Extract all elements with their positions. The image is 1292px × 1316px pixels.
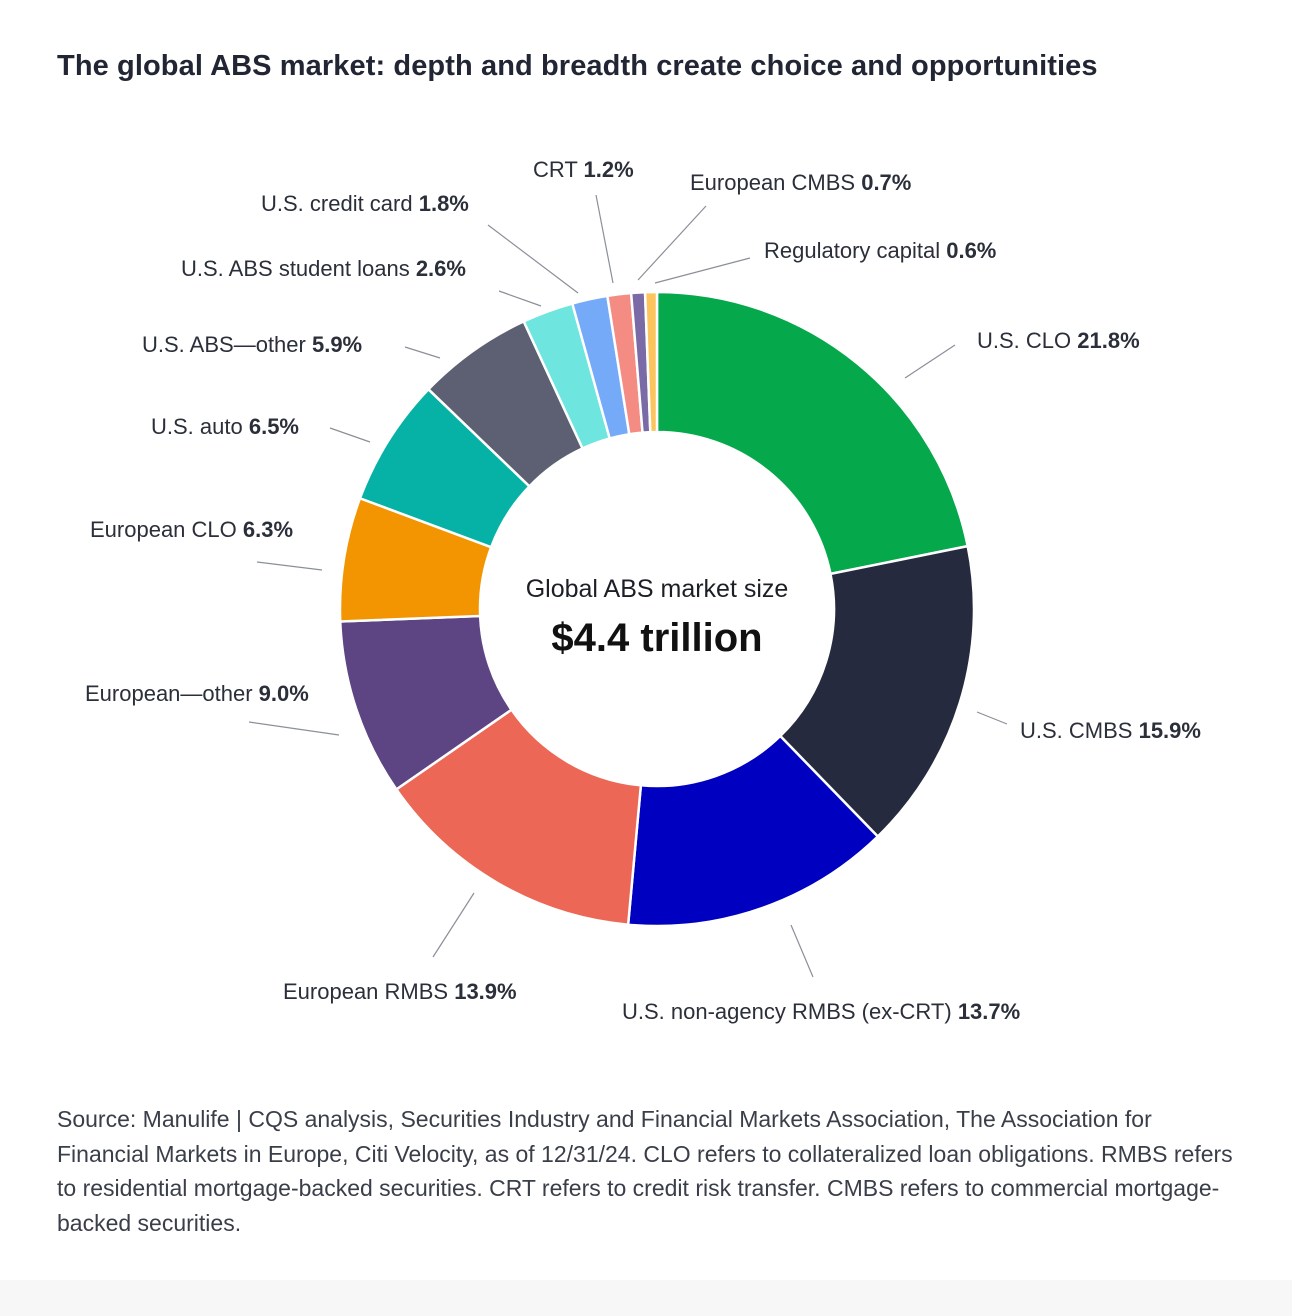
center-subtitle: Global ABS market size	[526, 575, 789, 603]
label-percent: 2.6%	[416, 256, 466, 281]
leader-line-european-other	[248, 721, 340, 736]
label-name: U.S. credit card	[261, 191, 419, 216]
label-name: European CLO	[90, 517, 243, 542]
leader-line-regulatory-capital	[654, 257, 751, 284]
label-regulatory-capital: Regulatory capital 0.6%	[764, 238, 996, 263]
label-name: Regulatory capital	[764, 238, 946, 263]
slice-regulatory-capital	[643, 290, 659, 434]
leader-line-u-s-non-agency-rmbs-ex-crt	[790, 924, 814, 978]
slice-u-s-clo	[655, 290, 970, 576]
label-european-rmbs: European RMBS 13.9%	[283, 979, 517, 1004]
label-name: U.S. non-agency RMBS (ex-CRT)	[622, 999, 958, 1024]
leader-line-u-s-cmbs	[976, 711, 1008, 725]
label-percent: 1.2%	[584, 157, 634, 182]
leader-line-u-s-auto	[329, 427, 371, 443]
slice-labels: U.S. CLO 21.8% U.S. CMBS 15.9% U.S. non-ag…	[85, 157, 1201, 1024]
label-european-cmbs: European CMBS 0.7%	[690, 170, 911, 195]
label-percent: 0.6%	[946, 238, 996, 263]
leader-lines	[248, 194, 1008, 978]
label-percent: 6.5%	[249, 414, 299, 439]
leader-line-crt	[595, 194, 614, 284]
label-u-s-abs-student-loans: U.S. ABS student loans 2.6%	[181, 256, 466, 281]
leader-line-european-rmbs	[432, 892, 475, 958]
label-percent: 13.9%	[454, 979, 516, 1004]
label-name: CRT	[533, 157, 584, 182]
label-percent: 21.8%	[1077, 328, 1139, 353]
label-u-s-credit-card: U.S. credit card 1.8%	[261, 191, 469, 216]
label-european-other: European—other 9.0%	[85, 681, 309, 706]
bottom-band	[0, 1280, 1292, 1316]
label-u-s-non-agency-rmbs-ex-crt: U.S. non-agency RMBS (ex-CRT) 13.7%	[622, 999, 1020, 1024]
source-note: Source: Manulife | CQS analysis, Securit…	[57, 1106, 1233, 1236]
label-name: European CMBS	[690, 170, 861, 195]
slice-u-s-cmbs	[778, 544, 976, 839]
label-u-s-clo: U.S. CLO 21.8%	[977, 328, 1140, 353]
center-total: $4.4 trillion	[551, 616, 762, 660]
label-name: U.S. auto	[151, 414, 249, 439]
label-u-s-abs-other: U.S. ABS—other 5.9%	[142, 332, 362, 357]
leader-line-european-clo	[256, 561, 323, 571]
label-percent: 1.8%	[419, 191, 469, 216]
slice-european-rmbs	[394, 707, 643, 927]
label-percent: 15.9%	[1139, 718, 1201, 743]
leader-line-u-s-clo	[904, 344, 956, 379]
leader-line-european-cmbs	[637, 205, 707, 281]
leader-line-u-s-abs-other	[404, 346, 441, 359]
label-crt: CRT 1.2%	[533, 157, 634, 182]
chart-title: The global ABS market: depth and breadth…	[57, 50, 1098, 82]
label-percent: 5.9%	[312, 332, 362, 357]
label-name: U.S. ABS student loans	[181, 256, 416, 281]
label-percent: 13.7%	[958, 999, 1020, 1024]
label-name: European—other	[85, 681, 259, 706]
label-name: U.S. ABS—other	[142, 332, 312, 357]
label-percent: 0.7%	[861, 170, 911, 195]
label-u-s-auto: U.S. auto 6.5%	[151, 414, 299, 439]
label-name: U.S. CLO	[977, 328, 1077, 353]
label-european-clo: European CLO 6.3%	[90, 517, 293, 542]
donut-slices	[338, 290, 976, 928]
label-percent: 6.3%	[243, 517, 293, 542]
label-name: U.S. CMBS	[1020, 718, 1139, 743]
leader-line-u-s-abs-student-loans	[498, 290, 542, 307]
label-name: European RMBS	[283, 979, 454, 1004]
slice-u-s-non-agency-rmbs-ex-crt	[626, 734, 880, 928]
label-percent: 9.0%	[259, 681, 309, 706]
label-u-s-cmbs: U.S. CMBS 15.9%	[1020, 718, 1201, 743]
leader-line-u-s-credit-card	[487, 224, 579, 294]
